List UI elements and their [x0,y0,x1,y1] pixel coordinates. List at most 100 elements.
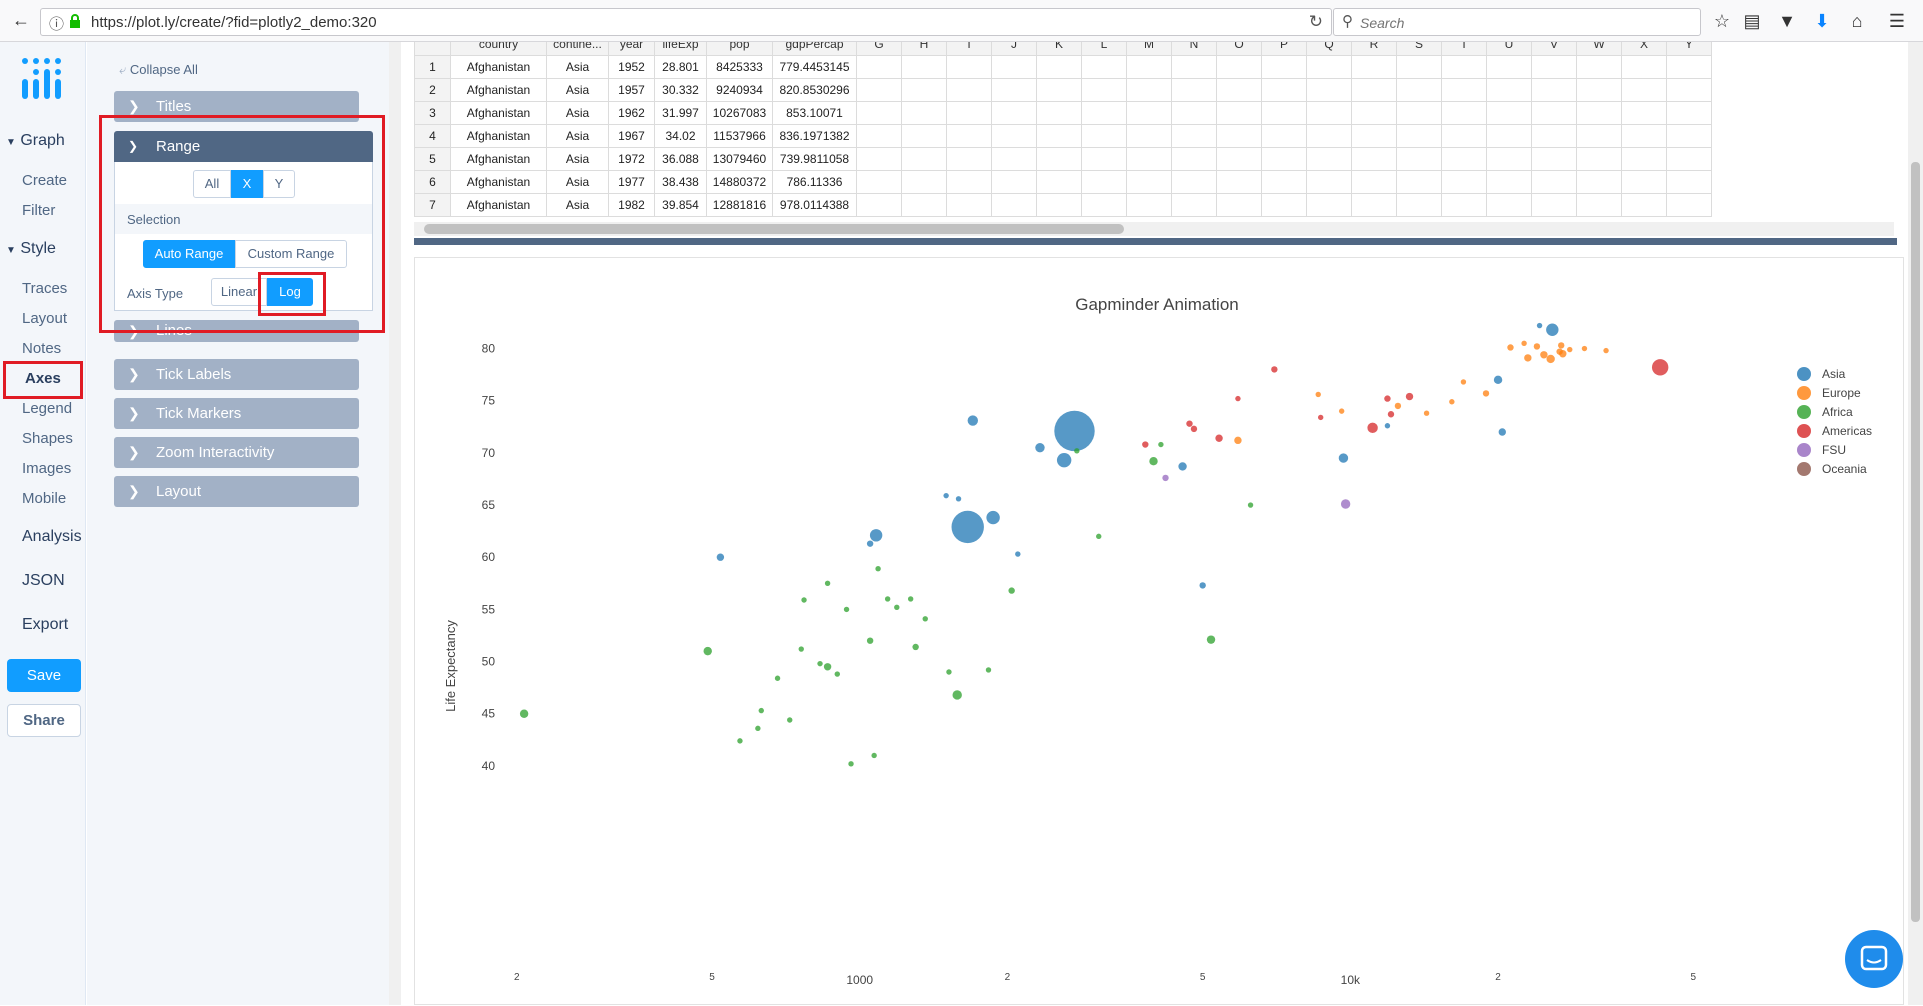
table-cell[interactable] [1036,101,1082,125]
table-cell[interactable] [1261,147,1307,171]
column-header[interactable]: L [1081,42,1127,56]
table-cell[interactable]: 1962 [608,101,655,125]
data-point[interactable] [1234,436,1242,445]
table-cell[interactable] [1306,78,1352,102]
data-point[interactable] [1651,359,1669,376]
table-cell[interactable] [1576,193,1622,217]
legend-marker[interactable] [1797,462,1811,476]
data-point[interactable] [967,415,978,426]
save-button[interactable]: Save [7,659,81,692]
table-cell[interactable] [901,78,947,102]
data-point[interactable] [1178,462,1187,471]
data-point[interactable] [1384,395,1391,402]
data-point[interactable] [951,510,984,544]
data-point[interactable] [1008,587,1015,594]
data-point[interactable] [922,616,928,622]
table-cell[interactable] [1441,101,1487,125]
data-point[interactable] [875,565,881,572]
data-point[interactable] [1142,441,1149,448]
table-cell[interactable] [856,78,902,102]
data-point[interactable] [758,707,764,714]
data-point[interactable] [519,709,529,718]
table-cell[interactable] [991,193,1037,217]
table-cell[interactable] [1126,55,1172,79]
data-point[interactable] [1162,474,1169,482]
table-cell[interactable] [1441,78,1487,102]
fold-layout[interactable]: ❯ Layout [114,476,359,507]
table-cell[interactable]: Asia [546,55,609,79]
data-point[interactable] [1387,411,1395,418]
data-point[interactable] [884,596,891,602]
data-point[interactable] [716,553,725,561]
table-cell[interactable] [1486,170,1532,194]
bookmark-star-icon[interactable]: ☆ [1713,11,1731,31]
legend-label[interactable]: Oceania [1822,462,1867,476]
table-cell[interactable] [1081,147,1127,171]
column-header[interactable]: X [1621,42,1667,56]
data-point[interactable] [1149,457,1158,466]
table-cell[interactable] [856,147,902,171]
table-cell[interactable] [1441,147,1487,171]
data-point[interactable] [1096,533,1102,540]
table-cell[interactable] [1621,147,1667,171]
data-point[interactable] [1271,366,1278,373]
data-point[interactable] [1521,340,1527,347]
table-cell[interactable]: 836.1971382 [772,124,857,148]
table-cell[interactable]: Asia [546,147,609,171]
table-cell[interactable] [1126,170,1172,194]
url-bar[interactable]: ⓘ https://plot.ly/create/?fid=plotly2_de… [40,8,1332,36]
table-cell[interactable] [1441,124,1487,148]
table-cell[interactable] [1486,101,1532,125]
table-cell[interactable]: 1972 [608,147,655,171]
nav-images[interactable]: Images [22,460,72,477]
table-cell[interactable] [1666,170,1712,194]
data-point[interactable] [1482,390,1490,397]
table-row[interactable]: 2 Afghanistan Asia 1957 30.332 9240934 820.853… [414,78,1712,102]
table-cell[interactable] [1036,193,1082,217]
data-point[interactable] [1235,395,1241,402]
scatter-chart[interactable]: Gapminder Animation Life Expectancy 40 45… [415,258,1905,1006]
nav-graph[interactable]: ▼ Graph [6,132,65,149]
table-cell[interactable]: 11537966 [706,124,773,148]
table-cell[interactable] [901,101,947,125]
nav-export[interactable]: Export [22,616,69,633]
table-cell[interactable] [1036,78,1082,102]
table-cell[interactable] [856,124,902,148]
data-point[interactable] [1340,499,1351,509]
table-cell[interactable] [1576,170,1622,194]
nav-layout[interactable]: Layout [22,310,68,327]
table-cell[interactable] [991,170,1037,194]
fold-zoom-interactivity[interactable]: ❯ Zoom Interactivity [114,437,359,468]
column-header[interactable]: T [1441,42,1487,56]
data-point[interactable] [1533,343,1541,350]
table-cell[interactable] [1531,193,1577,217]
nav-create[interactable]: Create [22,172,68,189]
column-header[interactable]: N [1171,42,1217,56]
table-cell[interactable] [1531,170,1577,194]
table-cell[interactable] [1486,147,1532,171]
table-cell[interactable] [1306,124,1352,148]
data-grid[interactable]: country contine... year lifeExp pop gdpPercap… [414,42,1908,237]
table-cell[interactable] [1576,78,1622,102]
table-cell[interactable] [1036,170,1082,194]
column-header[interactable]: pop [706,42,773,56]
column-header[interactable]: K [1036,42,1082,56]
column-header[interactable]: O [1216,42,1262,56]
nav-legend[interactable]: Legend [22,400,73,417]
data-point[interactable] [798,646,804,652]
grid-plot-splitter[interactable] [414,238,1897,245]
data-point[interactable] [1423,410,1430,416]
table-cell[interactable] [1306,147,1352,171]
column-header[interactable]: Y [1666,42,1712,56]
data-point[interactable] [1536,322,1543,329]
table-cell[interactable] [946,124,992,148]
table-cell[interactable] [1081,55,1127,79]
table-cell[interactable] [1306,101,1352,125]
table-cell[interactable] [901,55,947,79]
table-cell[interactable] [1216,55,1262,79]
table-cell[interactable] [1216,147,1262,171]
table-cell[interactable] [1666,78,1712,102]
legend-label[interactable]: FSU [1822,443,1846,457]
table-cell[interactable]: 739.9811058 [772,147,857,171]
table-cell[interactable]: 853.10071 [772,101,857,125]
